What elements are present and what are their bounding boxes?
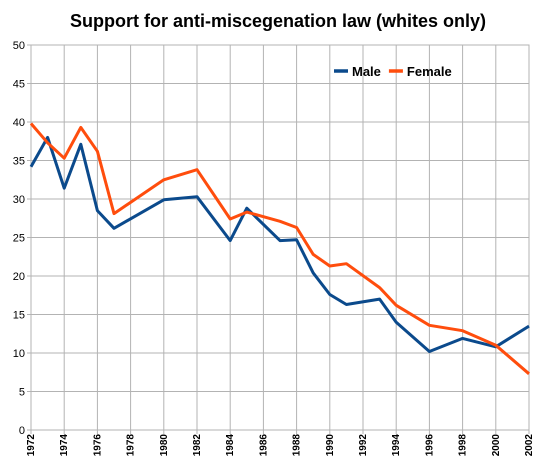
x-tick-label: 1988 <box>292 434 303 457</box>
y-tick-label: 0 <box>19 425 25 437</box>
y-tick-label: 35 <box>13 156 25 168</box>
y-tick-label: 45 <box>13 79 25 91</box>
x-tick-label: 1996 <box>424 434 435 457</box>
x-tick-label: 1974 <box>59 434 70 457</box>
x-tick-label: 1980 <box>159 434 170 457</box>
x-tick-label: 1976 <box>92 434 103 457</box>
y-tick-label: 50 <box>13 40 25 52</box>
x-tick-label: 1984 <box>225 434 236 457</box>
y-tick-label: 5 <box>19 387 25 399</box>
y-tick-label: 40 <box>13 117 25 129</box>
x-tick-label: 1992 <box>358 434 369 457</box>
legend-label-male: Male <box>352 64 381 79</box>
x-tick-label: 2000 <box>491 434 502 457</box>
y-tick-label: 25 <box>13 233 25 245</box>
series-lines <box>29 122 530 375</box>
x-tick-label: 1998 <box>458 434 469 457</box>
x-tick-label: 1994 <box>391 434 402 457</box>
legend: Male Female <box>334 64 452 79</box>
x-tick-label: 1990 <box>325 434 336 457</box>
x-tick-label: 1972 <box>26 434 37 457</box>
x-axis-ticks: 1972 1974 1976 1978 1980 1982 1984 1986 1988 1990… <box>26 434 535 457</box>
y-tick-label: 10 <box>13 348 25 360</box>
y-tick-label: 15 <box>13 310 25 322</box>
axes <box>27 44 530 434</box>
plot-frame <box>30 44 530 431</box>
grid <box>30 44 530 431</box>
y-tick-label: 20 <box>13 271 25 283</box>
series-line-female <box>29 122 530 375</box>
legend-label-female: Female <box>407 64 452 79</box>
x-tick-label: 1986 <box>258 434 269 457</box>
chart-title: Support for anti-miscegenation law (whit… <box>70 11 486 31</box>
x-tick-label: 1978 <box>126 434 137 457</box>
y-tick-label: 30 <box>13 194 25 206</box>
series-line-male <box>29 135 530 353</box>
y-axis-ticks: 0 5 10 15 20 25 30 35 40 45 50 <box>13 40 25 437</box>
x-tick-label: 2002 <box>524 434 535 457</box>
x-tick-label: 1982 <box>192 434 203 457</box>
